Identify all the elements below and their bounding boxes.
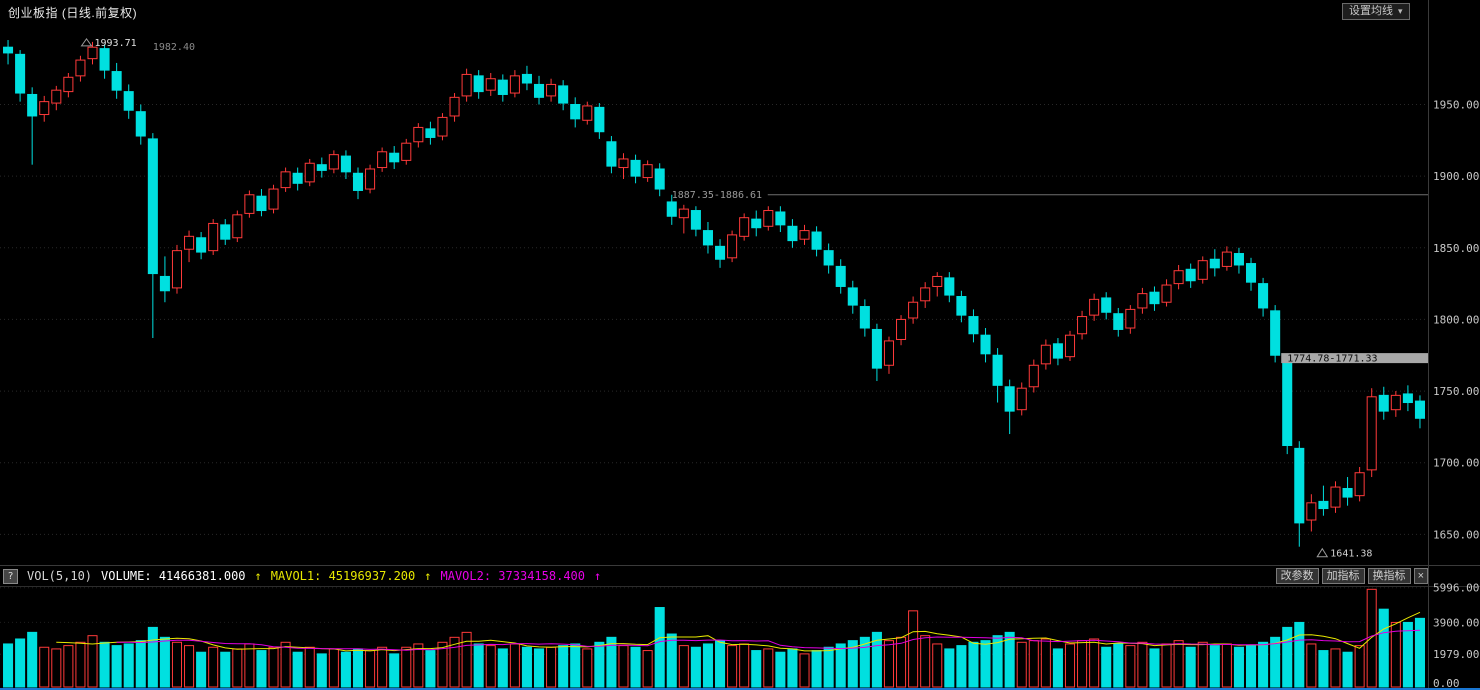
volume-value: VOLUME: 41466381.000 <box>101 569 246 583</box>
switch-indicator-button[interactable]: 换指标 <box>1367 568 1411 584</box>
chevron-down-icon: ▾ <box>1398 6 1403 16</box>
svg-text:1650.00: 1650.00 <box>1433 528 1479 541</box>
svg-text:1700.00: 1700.00 <box>1433 457 1479 470</box>
mavol2-value: MAVOL2: 37334158.400 <box>440 569 586 583</box>
svg-text:1979.00: 1979.00 <box>1433 648 1479 661</box>
up-arrow-icon: ↑ <box>594 569 602 583</box>
svg-text:1993.71: 1993.71 <box>95 38 137 49</box>
svg-text:1887.35-1886.61: 1887.35-1886.61 <box>672 190 762 201</box>
indicator-panel-buttons: 改参数 加指标 换指标 × <box>1275 568 1428 584</box>
svg-text:1641.38: 1641.38 <box>1330 549 1372 560</box>
svg-text:1750.00: 1750.00 <box>1433 385 1479 398</box>
up-arrow-icon: ↑ <box>424 569 432 583</box>
svg-text:1850.00: 1850.00 <box>1433 242 1479 255</box>
svg-text:1800.00: 1800.00 <box>1433 313 1479 326</box>
ma-settings-label: 设置均线 <box>1349 5 1393 17</box>
add-indicator-button[interactable]: 加指标 <box>1321 568 1365 584</box>
svg-text:5996.00: 5996.00 <box>1433 582 1479 595</box>
mavol1-value: MAVOL1: 45196937.200 <box>270 569 416 583</box>
svg-text:1982.40: 1982.40 <box>153 42 195 53</box>
svg-text:1774.78-1771.33: 1774.78-1771.33 <box>1287 354 1377 365</box>
ma-settings-button[interactable]: 设置均线 ▾ <box>1342 3 1410 20</box>
change-params-button[interactable]: 改参数 <box>1275 568 1319 584</box>
instrument-title: 创业板指 (日线.前复权) <box>8 6 138 20</box>
svg-text:1950.00: 1950.00 <box>1433 99 1479 112</box>
svg-text:0.00: 0.00 <box>1433 677 1460 690</box>
indicator-name[interactable]: VOL(5,10) <box>27 569 93 583</box>
svg-text:1900.00: 1900.00 <box>1433 170 1479 183</box>
volume-indicator-bar: ? VOL(5,10) VOLUME: 41466381.000 ↑ MAVOL… <box>0 566 1480 586</box>
up-arrow-icon: ↑ <box>254 569 262 583</box>
close-panel-button[interactable]: × <box>1413 568 1428 584</box>
svg-text:3900.00: 3900.00 <box>1433 616 1479 629</box>
help-icon[interactable]: ? <box>3 568 18 584</box>
